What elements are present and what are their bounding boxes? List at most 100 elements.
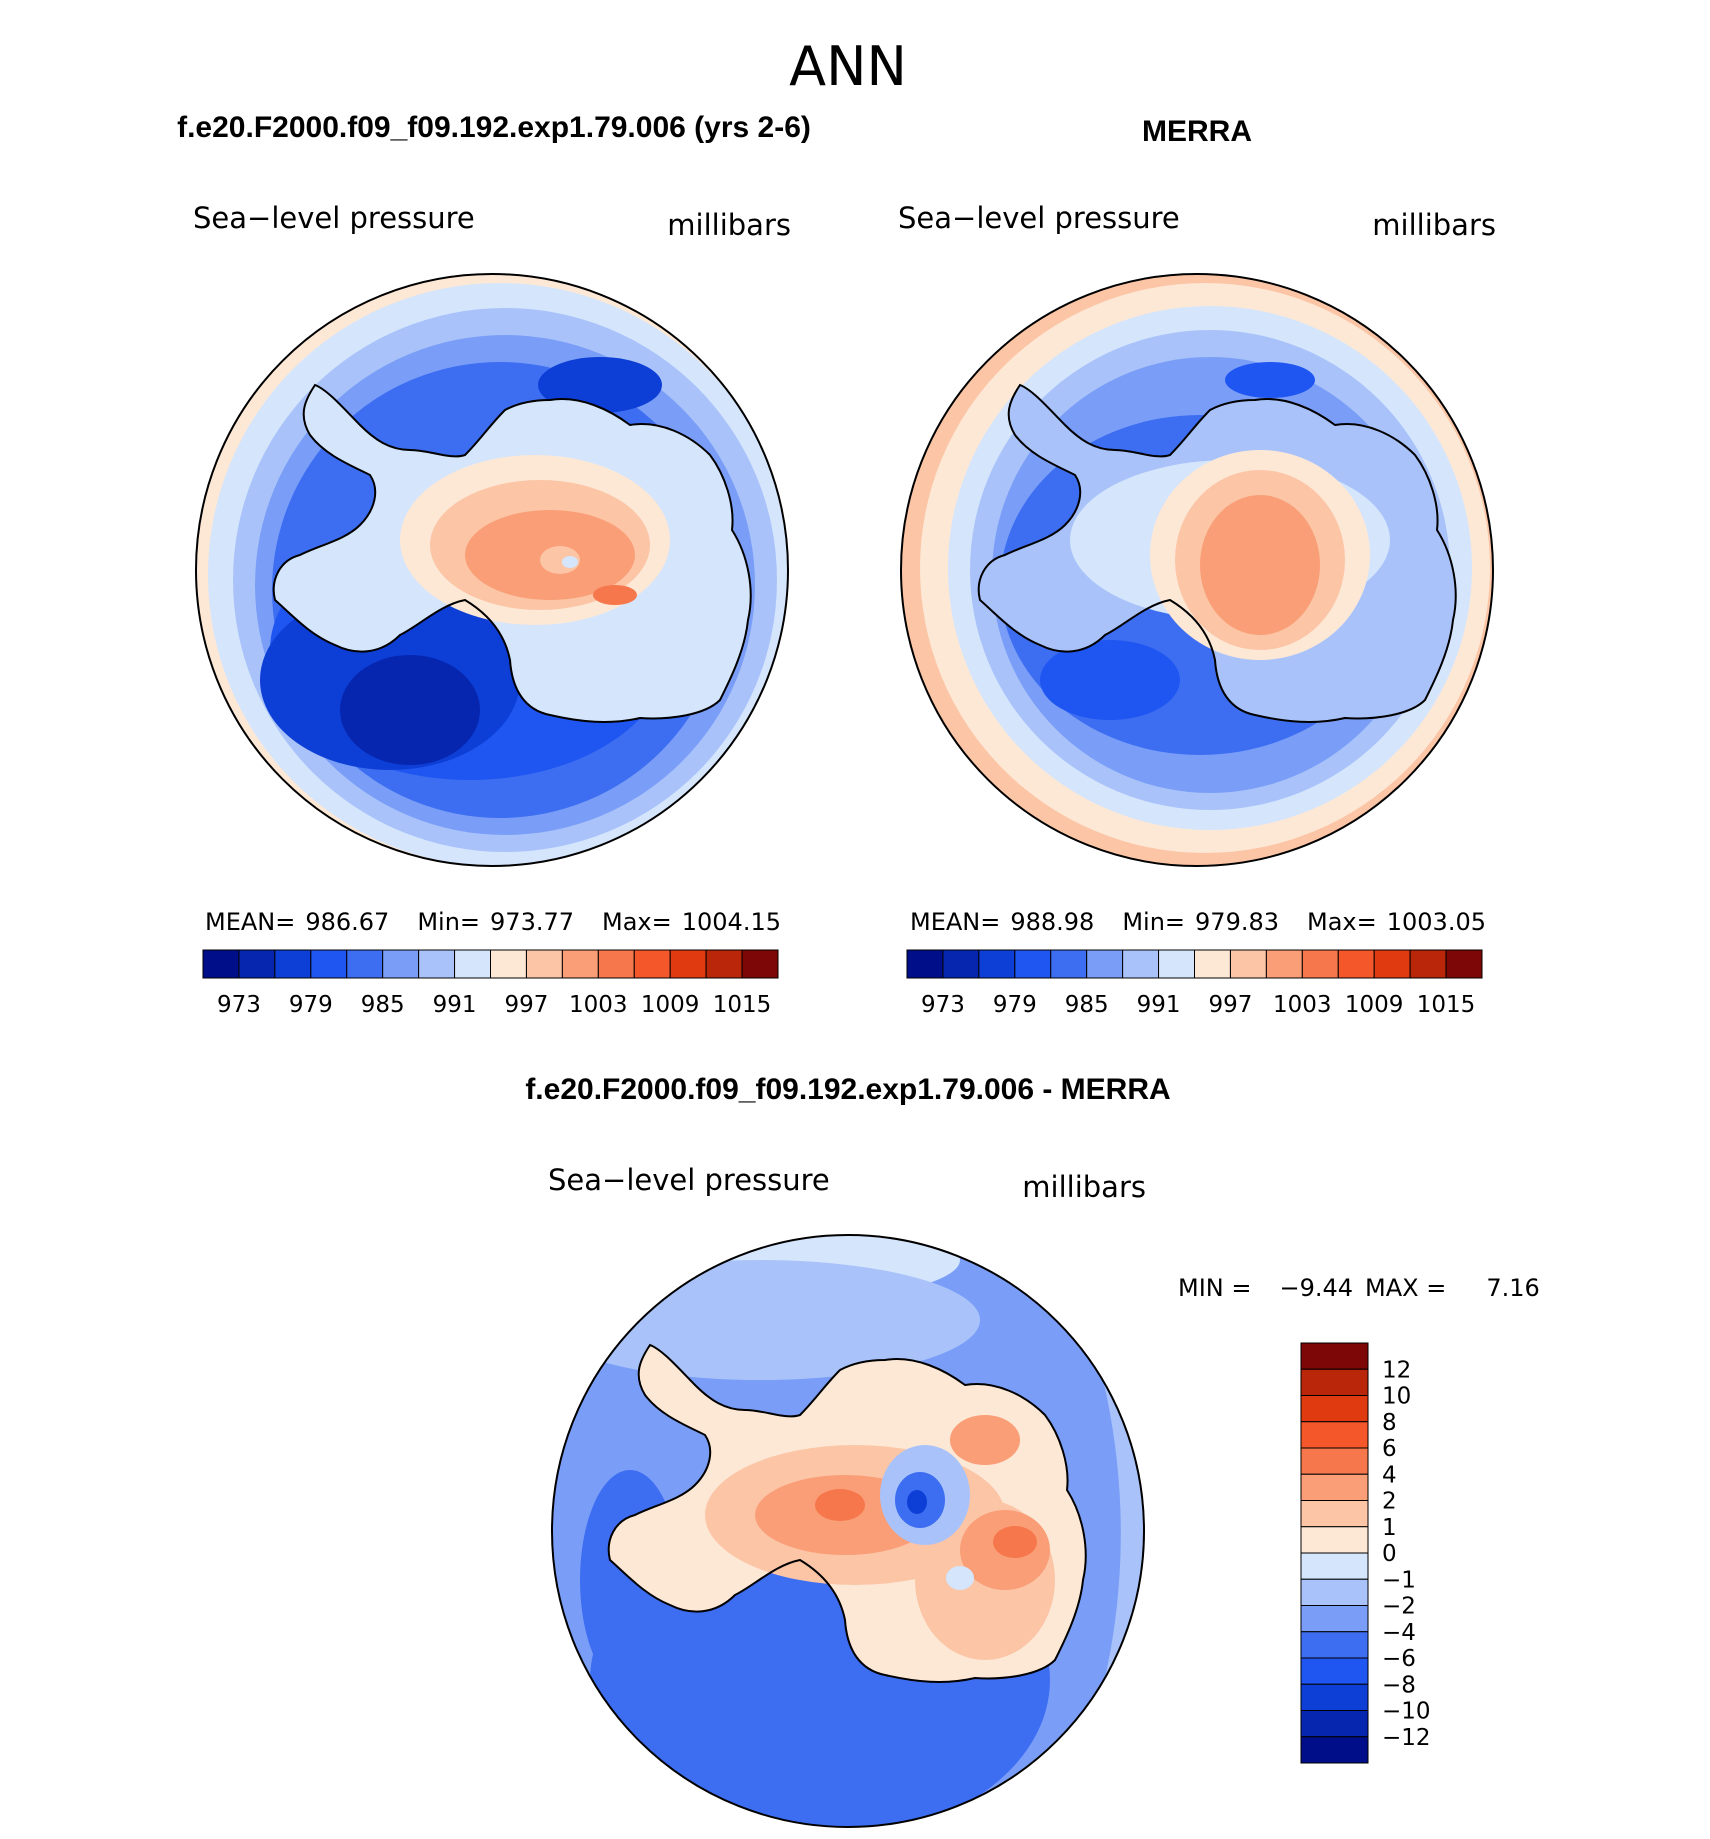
colorbar-obs-tick-label-6: 1009 — [1345, 992, 1404, 1018]
colorbar-diff-swatch-14 — [1300, 1710, 1369, 1738]
colorbar-obs-tick-label-0: 973 — [921, 992, 965, 1018]
colorbar-diff-tick-label-9: −2 — [1382, 1594, 1416, 1620]
colorbar-diff-tick-label-1: 10 — [1382, 1384, 1411, 1410]
map-obs-boundary — [900, 273, 1494, 867]
colorbar-model-swatch-7 — [454, 949, 491, 979]
colorbar-obs-tick-label-1: 979 — [993, 992, 1037, 1018]
colorbar-model-swatch-2 — [274, 949, 312, 979]
colorbar-model-swatch-0 — [202, 949, 240, 979]
colorbar-model-swatch-10 — [561, 949, 599, 979]
colorbar-model-tick-label-1: 979 — [289, 992, 333, 1018]
map-diff-boundary — [551, 1234, 1145, 1828]
colorbar-model-swatch-9 — [525, 949, 563, 979]
colorbar-model-swatch-8 — [490, 949, 527, 979]
colorbar-diff-tick-label-0: 12 — [1382, 1357, 1411, 1383]
colorbar-diff-tick-label-7: 0 — [1382, 1541, 1397, 1567]
colorbar-obs-tick-label-2: 985 — [1065, 992, 1109, 1018]
colorbar-obs-swatch-7 — [1158, 949, 1195, 979]
colorbar-obs-swatch-10 — [1265, 949, 1303, 979]
panel-model-variable-label: Sea−level pressure — [193, 201, 475, 235]
panel-diff-units-label: millibars — [1022, 1170, 1146, 1204]
colorbar-diff-tick-label-14: −12 — [1382, 1725, 1431, 1751]
colorbar-diff-tick-label-5: 2 — [1382, 1489, 1397, 1515]
colorbar-diff-tick-label-6: 1 — [1382, 1515, 1397, 1541]
colorbar-diff-tick-label-4: 4 — [1382, 1462, 1397, 1488]
colorbar-model-tick-label-5: 1003 — [569, 992, 628, 1018]
colorbar-model-tick-label-6: 1009 — [641, 992, 700, 1018]
colorbar-diff-swatch-3 — [1300, 1421, 1369, 1449]
map-model-boundary — [195, 273, 789, 867]
map-diff-polar-plot — [552, 1235, 1144, 1827]
colorbar-model-swatch-3 — [310, 949, 348, 979]
colorbar-obs-swatch-8 — [1194, 949, 1231, 979]
colorbar-model-tick-label-4: 997 — [504, 992, 548, 1018]
colorbar-diff-swatch-7 — [1300, 1526, 1369, 1554]
colorbar-diff-swatch-12 — [1300, 1657, 1369, 1685]
colorbar-obs-swatch-11 — [1301, 949, 1339, 979]
colorbar-model-tick-label-0: 973 — [217, 992, 261, 1018]
colorbar-diff-tick-label-2: 8 — [1382, 1410, 1397, 1436]
colorbar-model-tick-label-7: 1015 — [713, 992, 772, 1018]
colorbar-obs-swatch-6 — [1122, 949, 1160, 979]
panel-obs: MERRA Sea−level pressure millibars MEAN= — [898, 115, 1496, 1018]
colorbar-model-swatch-12 — [633, 949, 671, 979]
colorbar-obs: 973 979 985 991 997 1003 1009 1015 — [906, 949, 1483, 1018]
colorbar-obs-tick-label-7: 1015 — [1417, 992, 1476, 1018]
colorbar-obs-swatch-13 — [1373, 949, 1411, 979]
colorbar-model: 973 979 985 991 997 1003 1009 1015 — [202, 949, 779, 1018]
colorbar-diff-tick-label-3: 6 — [1382, 1436, 1397, 1462]
colorbar-obs-swatch-12 — [1337, 949, 1375, 979]
colorbar-diff-swatch-8 — [1300, 1552, 1369, 1580]
colorbar-diff-tick-label-13: −10 — [1382, 1699, 1431, 1725]
panel-model-units-label: millibars — [667, 208, 791, 242]
colorbar-diff-swatch-10 — [1300, 1605, 1369, 1633]
colorbar-diff-swatch-6 — [1300, 1500, 1369, 1528]
colorbar-diff-tick-label-10: −4 — [1382, 1620, 1416, 1646]
colorbar-obs-tick-label-5: 1003 — [1273, 992, 1332, 1018]
colorbar-obs-swatch-0 — [906, 949, 944, 979]
colorbar-diff-swatch-13 — [1300, 1683, 1369, 1711]
season-title: ANN — [789, 35, 907, 98]
colorbar-diff-swatch-15 — [1300, 1736, 1369, 1764]
colorbar-diff-swatch-5 — [1300, 1473, 1369, 1501]
colorbar-obs-swatch-1 — [942, 949, 980, 979]
colorbar-diff-swatch-9 — [1300, 1578, 1369, 1606]
colorbar-obs-swatch-14 — [1409, 949, 1447, 979]
colorbar-diff-swatch-1 — [1300, 1368, 1369, 1396]
colorbar-model-tick-label-2: 985 — [361, 992, 405, 1018]
panel-diff: f.e20.F2000.f09_f09.192.exp1.79.006 - ME… — [525, 1073, 1540, 1828]
panel-diff-variable-label: Sea−level pressure — [548, 1163, 830, 1197]
colorbar-diff-swatch-2 — [1300, 1395, 1369, 1423]
panel-diff-stats: MIN = −9.44 MAX = 7.16 — [1178, 1274, 1540, 1302]
colorbar-model-swatch-11 — [597, 949, 635, 979]
colorbar-obs-swatch-9 — [1229, 949, 1267, 979]
panel-obs-units-label: millibars — [1372, 208, 1496, 242]
colorbar-diff-tick-label-8: −1 — [1382, 1567, 1416, 1593]
panel-obs-stats: MEAN= 988.98 Min= 979.83 Max= 1003.05 — [910, 908, 1486, 936]
colorbar-obs-swatch-5 — [1086, 949, 1124, 979]
panel-model-stats: MEAN= 986.67 Min= 973.77 Max= 1004.15 — [205, 908, 781, 936]
colorbar-obs-swatch-2 — [978, 949, 1016, 979]
colorbar-model-tick-label-3: 991 — [433, 992, 477, 1018]
colorbar-diff-swatch-11 — [1300, 1631, 1369, 1659]
panel-model: f.e20.F2000.f09_f09.192.exp1.79.006 (yrs… — [177, 111, 811, 1018]
panel-obs-title: MERRA — [1142, 115, 1252, 148]
colorbar-obs-swatch-4 — [1050, 949, 1088, 979]
colorbar-model-swatch-13 — [669, 949, 707, 979]
map-obs-polar-plot — [901, 274, 1493, 866]
panel-obs-variable-label: Sea−level pressure — [898, 201, 1180, 235]
colorbar-diff-swatch-0 — [1300, 1342, 1369, 1370]
colorbar-model-swatch-4 — [346, 949, 384, 979]
colorbar-diff-tick-label-11: −6 — [1382, 1646, 1416, 1672]
colorbar-model-swatch-1 — [238, 949, 276, 979]
panel-model-title: f.e20.F2000.f09_f09.192.exp1.79.006 (yrs… — [177, 111, 811, 144]
colorbar-diff-swatch-4 — [1300, 1447, 1369, 1475]
colorbar-model-swatch-6 — [418, 949, 456, 979]
panel-diff-title: f.e20.F2000.f09_f09.192.exp1.79.006 - ME… — [525, 1073, 1170, 1106]
colorbar-diff-tick-label-12: −8 — [1382, 1672, 1416, 1698]
colorbar-obs-tick-label-4: 997 — [1208, 992, 1252, 1018]
colorbar-model-swatch-5 — [382, 949, 420, 979]
colorbar-model-swatch-15 — [741, 949, 779, 979]
